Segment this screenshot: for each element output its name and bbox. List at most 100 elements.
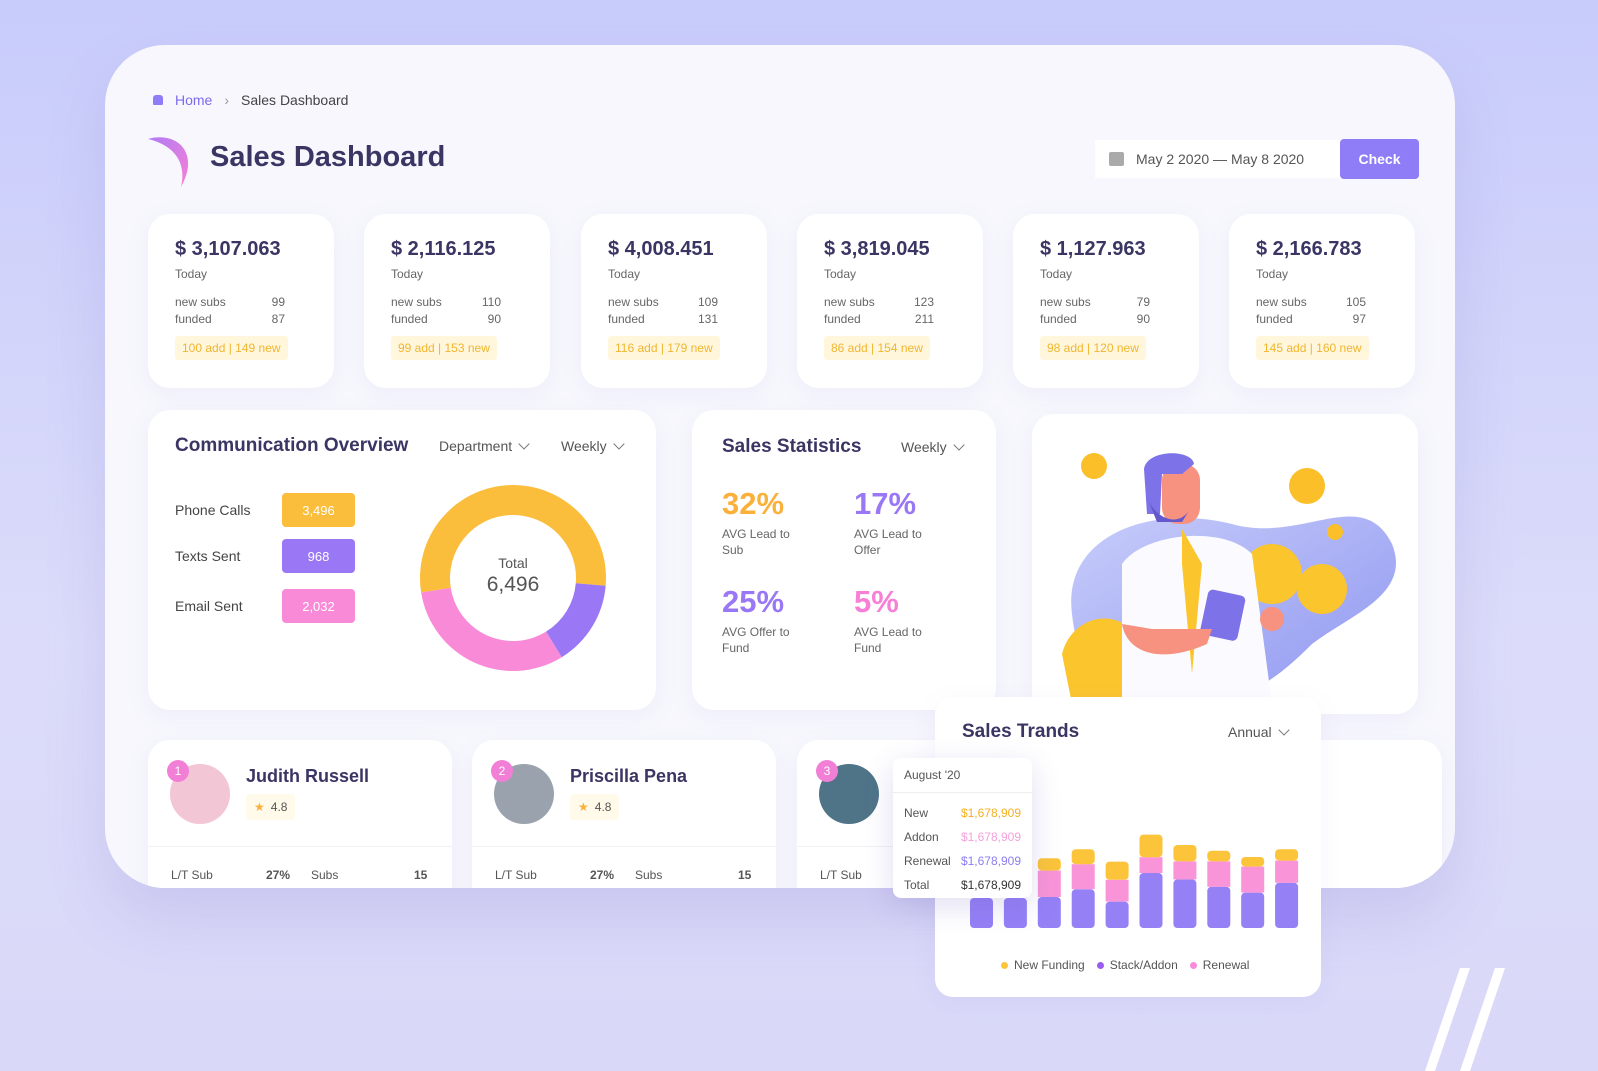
subs-value: 15	[738, 868, 752, 882]
bar-new-funding-8[interactable]	[1207, 850, 1231, 862]
funded-value: 87	[271, 312, 285, 326]
funded-value: 211	[914, 312, 934, 326]
tooltip-value: $1,678,909	[960, 854, 1021, 868]
bar-new-funding-5[interactable]	[1105, 861, 1129, 880]
salesperson-card[interactable]: 1 Judith Russell ★ 4.8 L/T Sub 27% Subs 1…	[148, 740, 452, 888]
weekly-dropdown[interactable]: Weekly	[901, 439, 965, 455]
bar-new-funding-9[interactable]	[1241, 857, 1265, 867]
stat-card: $ 4,008.451 Today new subs 109 funded 131 …	[581, 214, 767, 388]
stat-period: Today	[608, 267, 641, 281]
stat-tag: 116 add | 179 new	[608, 336, 720, 360]
bar-renewal-3[interactable]	[1037, 870, 1061, 897]
bar-new-funding-6[interactable]	[1139, 834, 1163, 858]
bar-renewal-6[interactable]	[1139, 857, 1163, 873]
bar-stack-addon-4[interactable]	[1071, 889, 1095, 928]
legend-label: Renewal	[1202, 958, 1250, 972]
legend-item: New Funding	[1001, 958, 1085, 972]
bar-stack-addon-9[interactable]	[1241, 892, 1265, 928]
rating: ★ 4.8	[570, 794, 620, 820]
dropdown-label: Department	[439, 438, 513, 454]
bar-renewal-5[interactable]	[1105, 879, 1129, 902]
new-subs-value: 123	[913, 295, 934, 309]
legend-dot-icon	[1001, 961, 1008, 969]
lt-sub-value: 27%	[266, 868, 291, 882]
rating-value: 4.8	[270, 800, 288, 814]
dropdown-label: Weekly	[901, 439, 947, 455]
new-subs-value: 79	[1136, 295, 1150, 309]
weekly-dropdown[interactable]: Weekly	[561, 438, 625, 454]
funded-label: funded	[391, 312, 428, 326]
funded-label: funded	[824, 312, 861, 326]
subs-value: 15	[414, 868, 428, 882]
tooltip-row: Addon $1,678,909	[893, 825, 1032, 849]
rating-value: 4.8	[594, 800, 612, 814]
bar-new-funding-7[interactable]	[1173, 845, 1197, 862]
total-value: 6,496	[486, 573, 540, 596]
rank-badge: 3	[816, 760, 838, 782]
breadcrumb-home[interactable]: Home	[175, 92, 213, 108]
new-subs-value: 105	[1345, 295, 1366, 309]
bar-new-funding-10[interactable]	[1275, 849, 1299, 861]
bar-stack-addon-2[interactable]	[1003, 898, 1027, 928]
stat-period: Today	[391, 267, 424, 281]
new-subs-value: 109	[697, 295, 718, 309]
bar-stack-addon-10[interactable]	[1275, 882, 1299, 928]
salesperson-card[interactable]: 2 Priscilla Pena ★ 4.8 L/T Sub 27% Subs 1…	[472, 740, 776, 888]
star-icon: ★	[578, 800, 589, 814]
funded-value: 97	[1352, 312, 1366, 326]
total-label: Total	[498, 555, 528, 571]
stat-percent: 17%	[854, 486, 917, 521]
stat-period: Today	[1040, 267, 1073, 281]
sales-stat: 17% AVG Lead to Offer	[854, 486, 934, 558]
communication-item: Texts Sent 968	[175, 539, 355, 573]
bar-stack-addon-3[interactable]	[1037, 897, 1061, 928]
bar-stack-addon-6[interactable]	[1139, 873, 1163, 928]
bar-renewal-7[interactable]	[1173, 861, 1197, 880]
stat-amount: $ 3,107.063	[175, 238, 281, 260]
date-range-picker[interactable]: May 2 2020 — May 8 2020	[1095, 140, 1341, 178]
communication-item: Email Sent 2,032	[175, 589, 355, 623]
item-label: Phone Calls	[175, 502, 251, 518]
communication-item: Phone Calls 3,496	[175, 493, 355, 527]
bar-renewal-8[interactable]	[1207, 861, 1231, 887]
check-button[interactable]: Check	[1340, 139, 1419, 179]
stat-card: $ 3,107.063 Today new subs 99 funded 87 10…	[148, 214, 334, 388]
card-title: Communication Overview	[175, 435, 409, 456]
bar-stack-addon-1[interactable]	[970, 898, 993, 928]
item-label: Texts Sent	[175, 548, 241, 564]
subs-label: Subs	[311, 868, 339, 882]
bar-renewal-4[interactable]	[1071, 864, 1095, 890]
stat-card: $ 2,166.783 Today new subs 105 funded 97 1…	[1229, 214, 1415, 388]
tooltip-label: Addon	[904, 830, 939, 844]
person-name: Priscilla Pena	[570, 766, 688, 786]
stat-period: Today	[175, 267, 208, 281]
chart-tooltip: August '20 New $1,678,909 Addon $1,678,909 R…	[893, 758, 1032, 898]
bar-new-funding-3[interactable]	[1037, 858, 1061, 871]
annual-dropdown[interactable]: Annual	[1228, 724, 1290, 740]
bar-stack-addon-8[interactable]	[1207, 886, 1231, 928]
new-subs-label: new subs	[824, 295, 875, 309]
communication-overview-card: Communication Overview Department Weekly…	[148, 410, 656, 710]
legend-label: Stack/Addon	[1109, 958, 1178, 972]
legend-dot-icon	[1189, 961, 1197, 969]
rank-badge: 2	[491, 760, 513, 782]
donut-segment-email-sent	[421, 587, 562, 671]
bar-renewal-10[interactable]	[1275, 860, 1299, 883]
stat-tag: 145 add | 160 new	[1256, 336, 1369, 360]
funded-value: 131	[697, 312, 718, 326]
stat-amount: $ 1,127.963	[1040, 238, 1146, 260]
stat-amount: $ 4,008.451	[608, 238, 714, 260]
department-dropdown[interactable]: Department	[439, 438, 530, 454]
bar-stack-addon-7[interactable]	[1173, 879, 1197, 928]
bar-new-funding-4[interactable]	[1071, 849, 1095, 865]
stat-card: $ 3,819.045 Today new subs 123 funded 211 …	[797, 214, 983, 388]
stat-percent: 25%	[722, 584, 785, 619]
item-value-badge: 2,032	[282, 589, 355, 623]
donut-chart	[420, 485, 606, 671]
stat-percent: 32%	[722, 486, 785, 521]
bar-stack-addon-5[interactable]	[1105, 901, 1129, 928]
bar-renewal-9[interactable]	[1241, 866, 1265, 893]
legend-item: Renewal	[1189, 958, 1250, 972]
calendar-icon	[1109, 152, 1124, 166]
stat-label: AVG Offer to Fund	[722, 625, 790, 655]
